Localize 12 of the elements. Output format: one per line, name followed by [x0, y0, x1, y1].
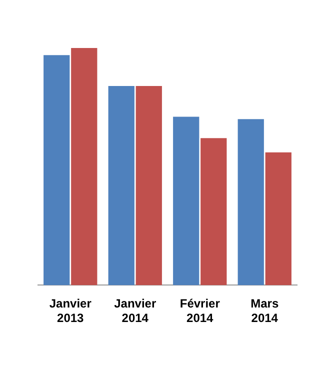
- x-tick-label: Janvier 2014: [114, 296, 156, 326]
- bar: [108, 86, 134, 286]
- bar: [265, 152, 292, 286]
- x-tick-label: Janvier 2013: [49, 296, 92, 326]
- bar: [238, 119, 264, 286]
- bar: [200, 138, 227, 286]
- bar: [173, 116, 200, 286]
- x-tick-label: Mars 2014: [250, 296, 279, 326]
- bar: [44, 55, 70, 286]
- bar: [71, 48, 98, 286]
- bar: [136, 86, 162, 286]
- x-tick-label: Février 2014: [180, 296, 220, 326]
